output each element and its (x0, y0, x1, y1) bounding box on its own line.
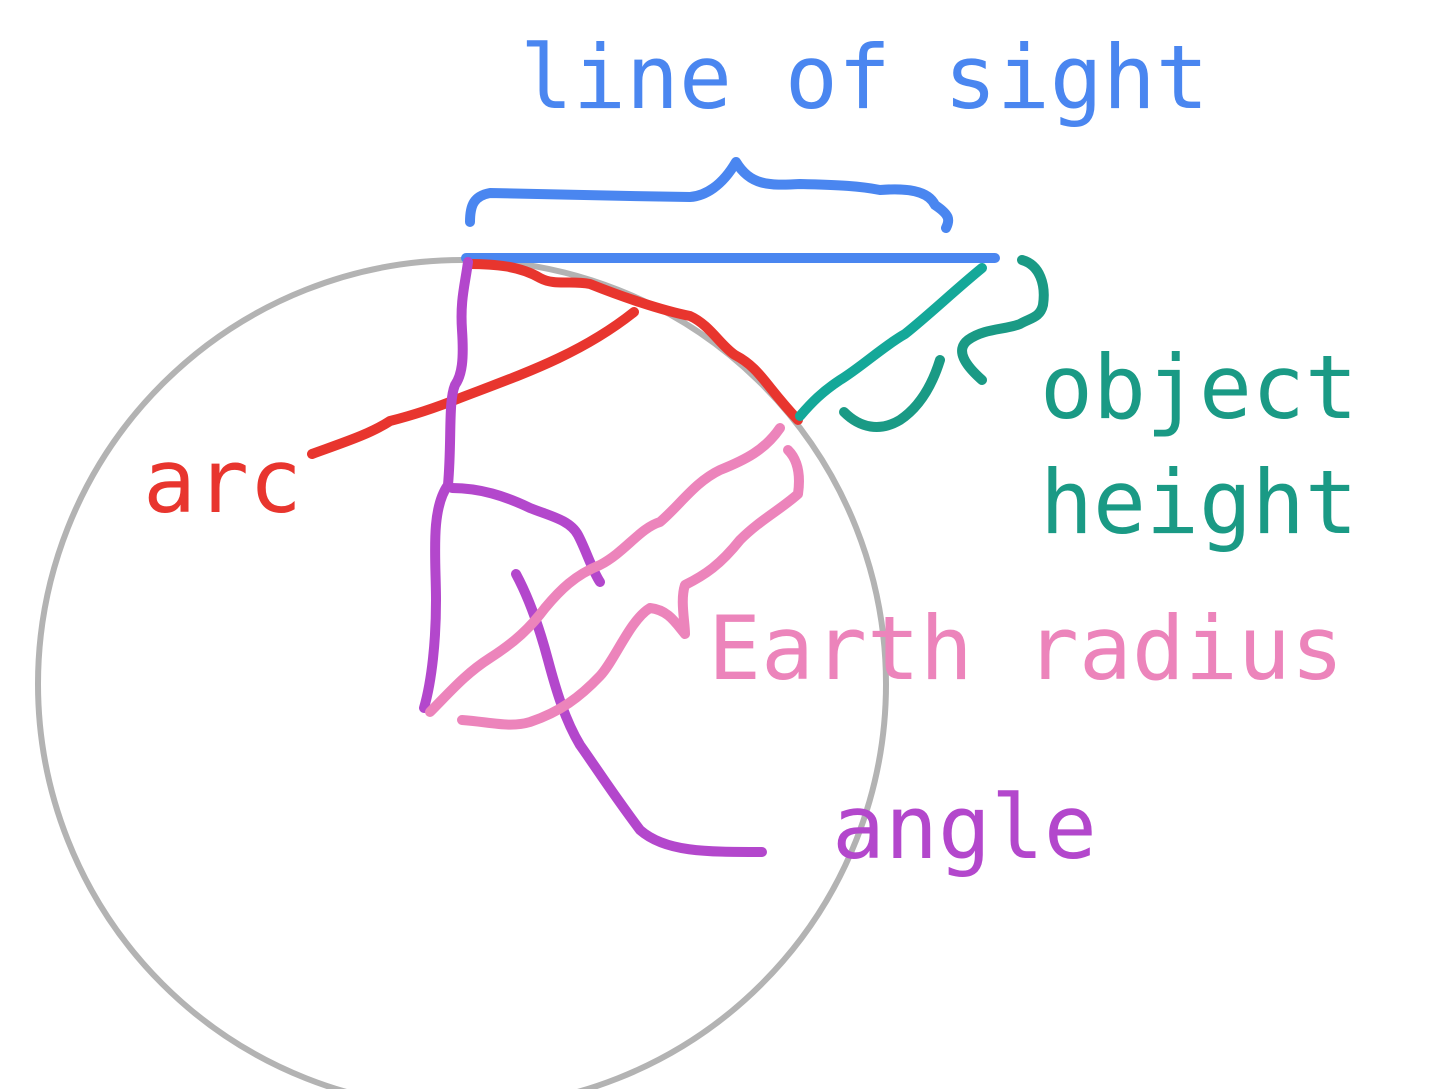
arc-leader (307, 307, 639, 459)
arc-curve (463, 259, 803, 425)
earth-radius-leader (457, 445, 804, 730)
arc-label: arc (143, 430, 302, 533)
angle-arc-mark (447, 483, 605, 587)
object-height-line (795, 263, 987, 421)
object-height-label-line1: object (1040, 336, 1358, 439)
earth-radius-line (425, 423, 785, 717)
object-height-brace (839, 255, 1049, 432)
angle-label: angle (832, 776, 1097, 879)
earth-radius-label: Earth radius (708, 597, 1344, 700)
line-of-sight-brace (465, 157, 954, 233)
object-height-label-line2: height (1040, 451, 1358, 554)
angle-leader (511, 569, 767, 857)
angle-vertical-line (419, 257, 473, 713)
line-of-sight-label: line of sight (520, 26, 1209, 129)
